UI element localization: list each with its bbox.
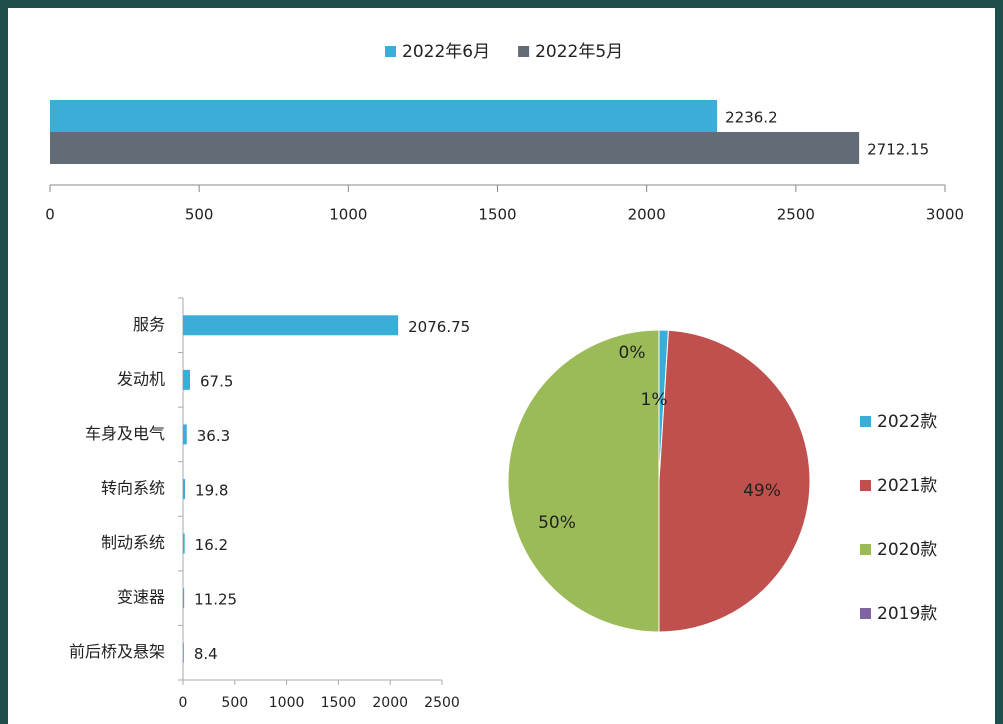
legend-swatch — [860, 480, 871, 491]
value-label: 49% — [743, 481, 781, 501]
x-tick-label: 2500 — [777, 206, 815, 224]
x-tick-label: 0 — [179, 695, 188, 711]
x-tick-label: 500 — [221, 695, 248, 711]
bar — [183, 369, 190, 390]
bar — [183, 315, 399, 336]
x-tick-label: 1500 — [321, 695, 357, 711]
bar — [183, 533, 185, 554]
legend-label: 2022年5月 — [535, 42, 623, 62]
value-label: 11.25 — [194, 591, 237, 609]
bar — [50, 132, 860, 164]
bar — [183, 588, 185, 609]
y-tick-label: 制动系统 — [101, 533, 165, 552]
bar — [183, 424, 187, 445]
y-tick-label: 服务 — [133, 315, 165, 334]
bar — [183, 642, 184, 663]
x-tick-label: 0 — [45, 206, 55, 224]
legend-label: 2020款 — [877, 540, 937, 560]
x-tick-label: 1000 — [269, 695, 305, 711]
value-label: 67.5 — [200, 372, 233, 390]
legend-swatch — [860, 608, 871, 619]
value-label: 2236.2 — [725, 109, 778, 127]
x-tick-label: 3000 — [926, 206, 964, 224]
y-tick-label: 转向系统 — [101, 479, 165, 498]
x-tick-label: 1000 — [329, 206, 367, 224]
legend-swatch — [385, 46, 396, 57]
legend-swatch — [518, 46, 530, 57]
value-label: 2076.75 — [408, 318, 470, 336]
legend-label: 2022年6月 — [402, 42, 490, 62]
y-tick-label: 发动机 — [117, 369, 165, 388]
x-tick-label: 500 — [185, 206, 214, 224]
pie-slice — [658, 329, 811, 633]
value-label: 19.8 — [195, 482, 228, 500]
legend-label: 2021款 — [877, 476, 937, 496]
bar — [183, 479, 186, 499]
legend-swatch — [860, 416, 871, 427]
x-tick-label: 2000 — [372, 695, 408, 711]
value-label: 8.4 — [194, 645, 218, 663]
x-tick-label: 2000 — [628, 206, 666, 224]
bar — [50, 100, 718, 132]
value-label: 0% — [619, 343, 646, 363]
x-tick-label: 1500 — [478, 206, 516, 224]
value-label: 36.3 — [197, 427, 230, 445]
legend-label: 2019款 — [877, 604, 937, 624]
value-label: 1% — [641, 390, 668, 410]
value-label: 50% — [538, 513, 576, 533]
value-label: 16.2 — [195, 536, 228, 554]
legend-swatch — [860, 544, 871, 555]
legend-label: 2022款 — [877, 412, 937, 432]
y-tick-label: 前后桥及悬架 — [69, 642, 165, 661]
y-tick-label: 变速器 — [117, 588, 165, 607]
pie-slice — [507, 329, 660, 633]
x-tick-label: 2500 — [424, 695, 460, 711]
y-tick-label: 车身及电气 — [85, 424, 165, 443]
value-label: 2712.15 — [867, 141, 929, 159]
